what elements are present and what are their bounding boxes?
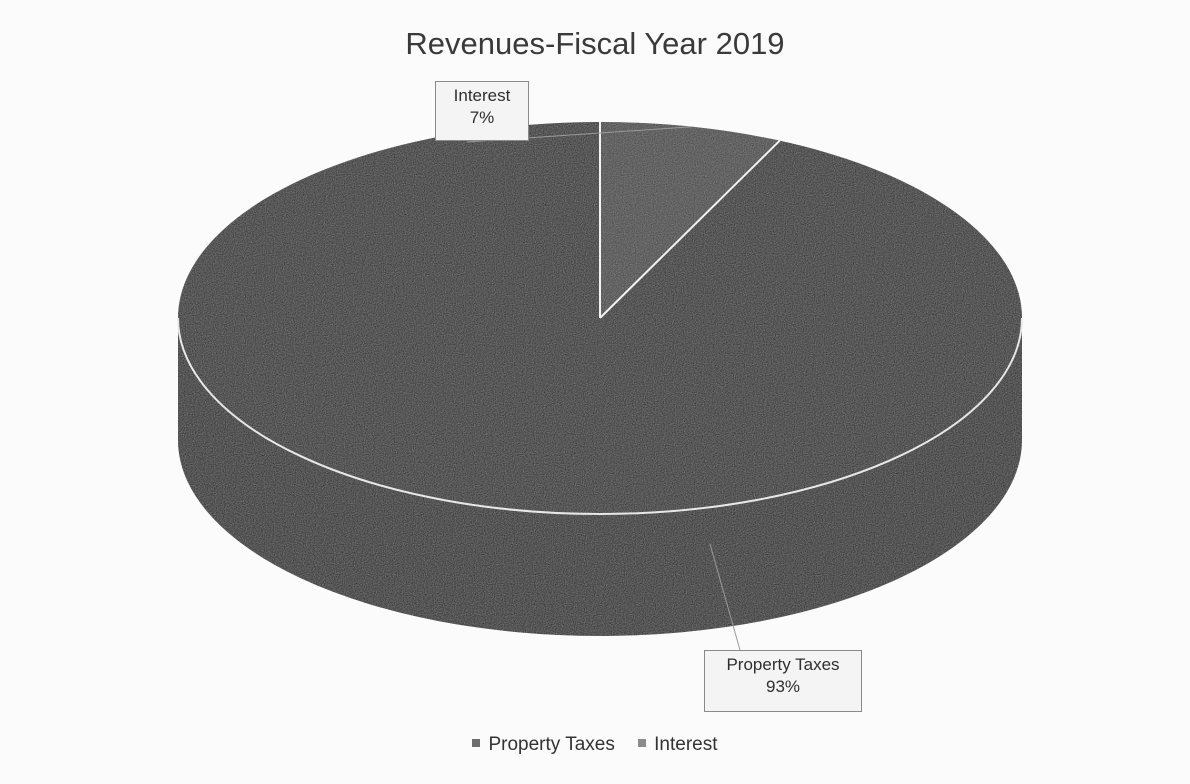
legend-label-interest: Interest <box>654 734 718 755</box>
data-label-property-taxes: Property Taxes 93% <box>704 650 862 712</box>
data-label-interest-name: Interest <box>453 86 511 105</box>
legend-item-property-taxes: Property Taxes <box>472 734 615 756</box>
legend-label-property-taxes: Property Taxes <box>488 734 615 755</box>
pie-rim <box>177 317 1023 515</box>
chart-title: Revenues-Fiscal Year 2019 <box>405 26 785 61</box>
data-label-interest-value: 7% <box>469 108 495 127</box>
legend-item-interest: Interest <box>638 734 718 756</box>
slice-separator-property-taxes <box>599 139 781 319</box>
data-label-interest: Interest 7% <box>435 81 529 141</box>
data-label-property-taxes-value: 93% <box>765 677 801 696</box>
pie-slice-interest <box>600 122 780 318</box>
legend-swatch-interest <box>638 739 647 747</box>
legend-swatch-property-taxes <box>472 739 481 747</box>
leader-line-property-taxes <box>709 543 741 651</box>
pie-side-wall <box>178 318 1022 636</box>
chart-legend: Property Taxes Interest <box>0 734 1190 756</box>
data-label-property-taxes-name: Property Taxes <box>726 655 840 674</box>
